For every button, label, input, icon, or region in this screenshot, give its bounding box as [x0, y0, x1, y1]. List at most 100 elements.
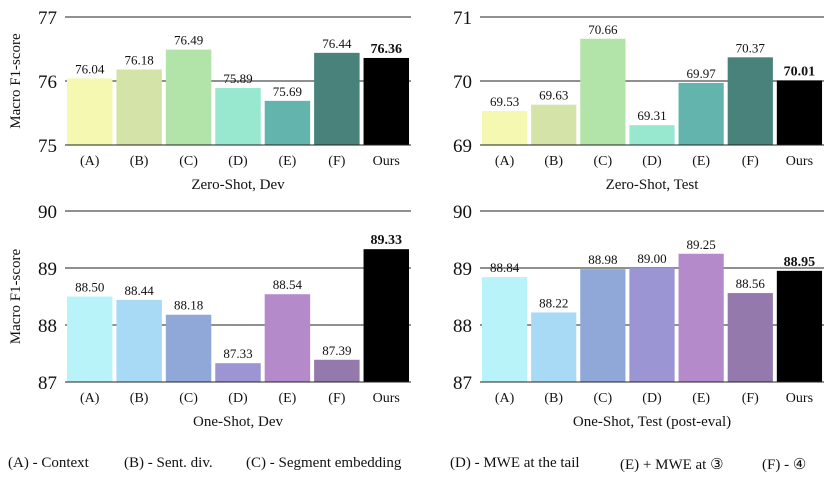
data-label: 88.95	[784, 255, 816, 270]
panel-title: One-Shot, Test (post-eval)	[573, 414, 731, 430]
bar-6	[727, 57, 773, 145]
bar-6	[314, 52, 360, 146]
y-tick-label: 76	[38, 72, 57, 93]
x-tick-label: (A)	[80, 391, 100, 406]
legend-item-e: (E) + MWE at ③	[620, 455, 724, 474]
x-tick-label: (C)	[179, 154, 198, 169]
data-label: 75.89	[223, 71, 252, 86]
legend-marker-a: (A)	[8, 455, 29, 471]
bar-5	[678, 253, 724, 382]
bar-4	[629, 125, 675, 145]
data-label: 89.00	[637, 251, 666, 266]
data-label: 76.49	[174, 33, 203, 48]
bar-1	[481, 277, 528, 382]
x-tick-label: (B)	[130, 154, 149, 169]
bar-4	[629, 268, 675, 382]
bar-5	[264, 100, 311, 145]
data-label: 89.25	[687, 237, 716, 252]
x-tick-label: Ours	[373, 391, 400, 406]
x-tick-label: Ours	[786, 154, 813, 169]
x-tick-label: (B)	[130, 391, 149, 406]
y-tick-label: 88	[453, 316, 472, 337]
data-label: 76.04	[75, 61, 105, 76]
y-tick-label: 70	[453, 72, 472, 93]
x-tick-label: (C)	[594, 154, 613, 169]
data-label: 88.84	[490, 260, 520, 275]
bar-2	[116, 299, 162, 382]
y-tick-label: 87	[453, 373, 472, 394]
chart-panel-1: 75 76 77 76.04 (A) 76.18 (B) 76.49 (C) 75.89 (D) 75…	[8, 8, 411, 193]
y-axis-label: Macro F1-score	[8, 248, 24, 344]
x-tick-label: (E)	[278, 154, 296, 169]
x-tick-label: (F)	[742, 391, 759, 406]
x-tick-label: (F)	[742, 154, 759, 169]
bar-2	[116, 69, 162, 145]
data-label: 88.98	[588, 252, 617, 267]
bar-3	[580, 269, 626, 382]
bar-1	[66, 78, 113, 145]
data-label: 69.97	[687, 66, 717, 81]
data-label: 69.63	[539, 88, 568, 103]
x-tick-label: (E)	[692, 391, 710, 406]
y-tick-label: 90	[453, 202, 472, 223]
x-tick-label: (D)	[642, 391, 662, 406]
data-label: 76.44	[322, 36, 352, 51]
x-tick-label: (D)	[228, 154, 248, 169]
legend-text-c: - Segment embedding	[266, 455, 402, 471]
bar-7	[363, 249, 410, 382]
data-label: 76.36	[371, 42, 403, 57]
x-tick-label: (A)	[495, 391, 515, 406]
data-label: 87.33	[223, 346, 252, 361]
x-tick-label: (A)	[495, 154, 515, 169]
x-tick-label: Ours	[373, 154, 400, 169]
legend-item-d: (D) - MWE at the tail	[450, 455, 580, 472]
data-label: 75.69	[273, 84, 302, 99]
x-tick-label: (C)	[179, 391, 198, 406]
legend-marker-c: (C)	[246, 455, 266, 471]
x-tick-label: (A)	[80, 154, 100, 169]
bar-6	[314, 359, 360, 382]
legend-text-e: + MWE at ③	[639, 457, 724, 473]
legend-item-a: (A) - Context	[8, 455, 89, 472]
legend-item-b: (B) - Sent. div.	[124, 455, 213, 472]
legend-text-a: - Context	[28, 455, 89, 471]
x-tick-label: (D)	[642, 154, 662, 169]
x-tick-label: Ours	[786, 391, 813, 406]
y-tick-label: 87	[38, 373, 57, 394]
panel-title: One-Shot, Dev	[193, 414, 283, 430]
y-tick-label: 88	[38, 316, 57, 337]
bar-1	[66, 296, 113, 382]
legend-item-f: (F) - ④	[762, 455, 806, 474]
data-label: 69.31	[637, 108, 666, 123]
x-tick-label: (C)	[594, 391, 613, 406]
bar-5	[264, 294, 311, 382]
data-label: 88.56	[736, 276, 766, 291]
bar-1	[481, 111, 528, 145]
legend-marker-b: (B)	[124, 455, 144, 471]
bar-3	[165, 314, 212, 382]
data-label: 69.53	[490, 94, 519, 109]
bar-7	[363, 57, 410, 145]
bar-4	[215, 363, 261, 382]
x-tick-label: (D)	[228, 391, 248, 406]
legend: (A) - Context (B) - Sent. div. (C) - Seg…	[8, 455, 828, 477]
x-tick-label: (F)	[328, 154, 345, 169]
legend-item-c: (C) - Segment embedding	[246, 455, 401, 472]
y-tick-label: 90	[38, 202, 57, 223]
x-tick-label: (B)	[544, 391, 563, 406]
bar-3	[580, 38, 626, 146]
panel-title: Zero-Shot, Dev	[191, 177, 285, 193]
bar-5	[678, 82, 724, 145]
data-label: 88.44	[125, 283, 155, 298]
bar-7	[776, 270, 823, 382]
x-tick-label: (F)	[328, 391, 345, 406]
bar-3	[165, 49, 212, 145]
y-tick-label: 89	[38, 259, 57, 280]
legend-text-d: - MWE at the tail	[470, 455, 580, 471]
y-axis-label: Macro F1-score	[8, 33, 24, 129]
panel-title: Zero-Shot, Test	[606, 177, 700, 193]
chart-panel-3: 87 88 89 90 88.50 (A) 88.44 (B) 88.18 (C) 87.33 (D)…	[8, 202, 411, 430]
legend-text-b: - Sent. div.	[144, 455, 213, 471]
y-tick-label: 69	[453, 136, 472, 157]
